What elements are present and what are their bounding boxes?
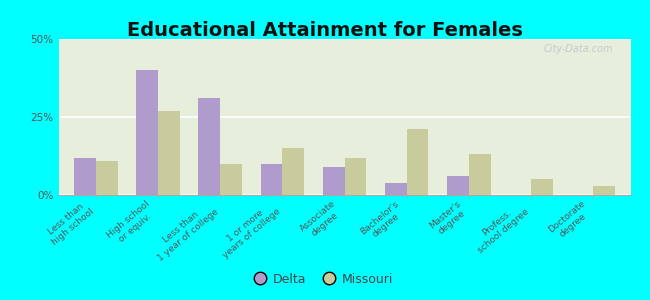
Bar: [344, 158, 366, 195]
Bar: [96, 161, 118, 195]
Legend: Delta, Missouri: Delta, Missouri: [252, 268, 398, 291]
Bar: [447, 176, 469, 195]
Bar: [593, 186, 615, 195]
Bar: [282, 148, 304, 195]
Bar: [158, 111, 180, 195]
Bar: [323, 167, 345, 195]
Text: Educational Attainment for Females: Educational Attainment for Females: [127, 21, 523, 40]
Bar: [385, 182, 407, 195]
Bar: [198, 98, 220, 195]
Bar: [74, 158, 96, 195]
Bar: [220, 164, 242, 195]
Bar: [469, 154, 491, 195]
Bar: [407, 130, 428, 195]
Bar: [531, 179, 552, 195]
Bar: [136, 70, 158, 195]
Text: City-Data.com: City-Data.com: [543, 44, 614, 54]
Bar: [261, 164, 282, 195]
